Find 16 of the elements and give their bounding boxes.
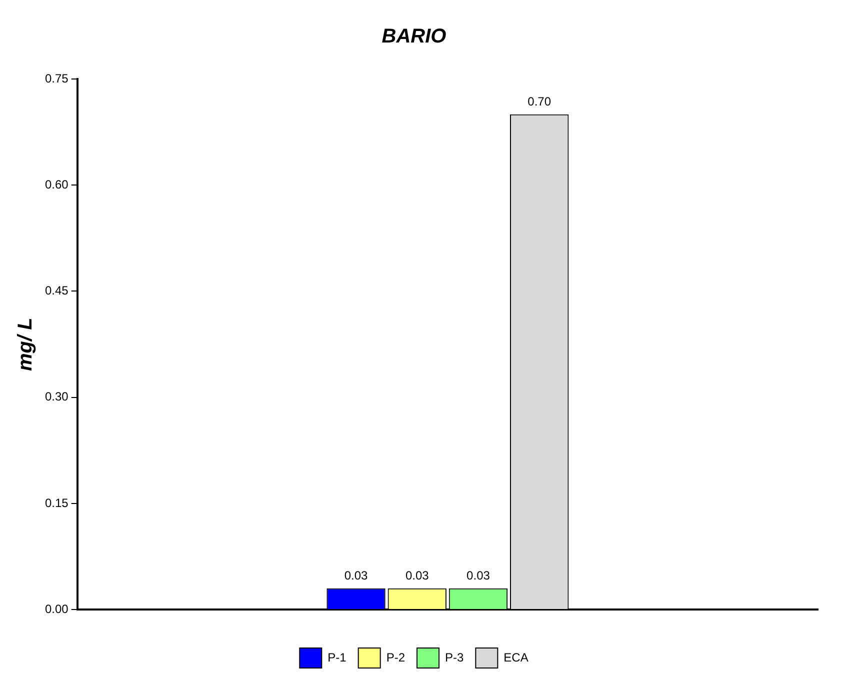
legend-label: P-3 [445, 650, 464, 664]
data-label: 0.03 [344, 568, 368, 583]
y-axis-title: mg/ L [14, 318, 37, 371]
y-tick-label: 0.15 [44, 496, 69, 510]
y-tick-label: 0.00 [44, 602, 69, 616]
y-tick-label: 0.75 [44, 71, 69, 86]
chart-title: BARIO [382, 26, 447, 48]
y-tick-label: 0.60 [44, 177, 69, 192]
legend-label: ECA [504, 650, 528, 664]
data-label: 0.70 [528, 94, 552, 109]
y-tick-label: 0.45 [44, 284, 69, 298]
data-label: 0.03 [405, 568, 430, 583]
legend-label: P-2 [386, 650, 406, 664]
data-label: 0.03 [466, 568, 490, 583]
y-tick-label: 0.30 [44, 390, 69, 404]
legend-label: P-1 [328, 650, 347, 664]
